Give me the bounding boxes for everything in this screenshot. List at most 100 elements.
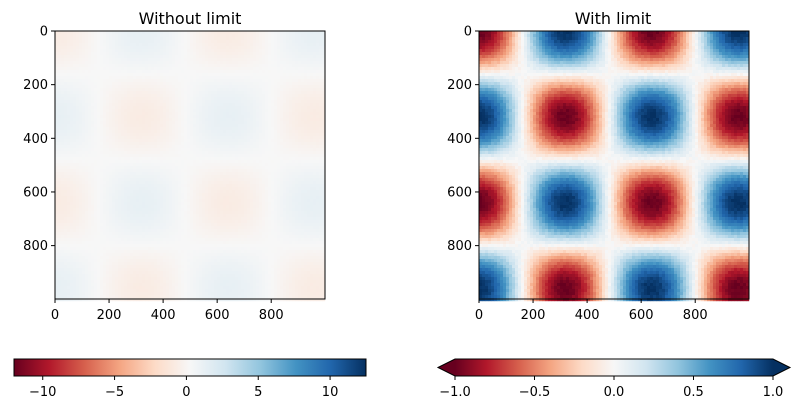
heatmap-cell xyxy=(73,91,77,95)
heatmap-cell xyxy=(79,43,83,47)
heatmap-cell xyxy=(310,160,314,164)
heatmap-cell xyxy=(235,166,239,170)
heatmap-cell xyxy=(109,151,113,155)
heatmap-cell xyxy=(118,172,122,176)
heatmap-cell xyxy=(127,40,131,44)
heatmap-cell xyxy=(298,184,302,188)
heatmap-cell xyxy=(169,55,173,59)
heatmap-cell xyxy=(148,130,152,134)
heatmap-cell xyxy=(127,67,131,71)
heatmap-cell xyxy=(58,184,62,188)
heatmap-cell xyxy=(133,121,137,125)
heatmap-cell xyxy=(184,124,188,128)
heatmap-cell xyxy=(316,91,320,95)
heatmap-cell xyxy=(160,121,164,125)
heatmap-cell xyxy=(274,184,278,188)
heatmap-cell xyxy=(145,46,149,50)
heatmap-cell xyxy=(76,61,80,65)
heatmap-cell xyxy=(139,145,143,149)
heatmap-cell xyxy=(190,178,194,182)
heatmap-cell xyxy=(88,46,92,50)
heatmap-cell xyxy=(106,157,110,161)
heatmap-cell xyxy=(178,184,182,188)
heatmap-cell xyxy=(292,79,296,83)
heatmap-cell xyxy=(250,139,254,143)
heatmap-cell xyxy=(91,127,95,131)
heatmap-cell xyxy=(142,67,146,71)
heatmap-cell xyxy=(292,169,296,173)
heatmap-cell xyxy=(244,49,248,53)
heatmap-cell xyxy=(166,70,170,74)
heatmap-cell xyxy=(280,175,284,179)
heatmap-cell xyxy=(316,97,320,101)
heatmap-cell xyxy=(64,196,68,200)
heatmap-cell xyxy=(238,142,242,146)
heatmap-cell xyxy=(313,49,317,53)
heatmap-cell xyxy=(136,70,140,74)
heatmap-cell xyxy=(148,40,152,44)
heatmap-cell xyxy=(295,139,299,143)
heatmap-cell xyxy=(127,61,131,65)
heatmap-cell xyxy=(229,85,233,89)
heatmap-cell xyxy=(112,181,116,185)
heatmap-cell xyxy=(178,109,182,113)
heatmap-cell xyxy=(262,181,266,185)
heatmap-cell xyxy=(58,139,62,143)
heatmap-cell xyxy=(238,118,242,122)
heatmap-cell xyxy=(319,82,323,86)
heatmap-cell xyxy=(217,67,221,71)
heatmap-cell xyxy=(250,64,254,68)
heatmap-cell xyxy=(112,184,116,188)
heatmap-cell xyxy=(271,109,275,113)
heatmap-cell xyxy=(145,145,149,149)
heatmap-cell xyxy=(298,49,302,53)
heatmap-cell xyxy=(265,157,269,161)
heatmap-cell xyxy=(133,133,137,137)
heatmap-cell xyxy=(298,91,302,95)
heatmap-cell xyxy=(208,127,212,131)
heatmap-cell xyxy=(283,64,287,68)
heatmap-cell xyxy=(70,115,74,119)
heatmap-cell xyxy=(94,127,98,131)
heatmap-cell xyxy=(241,145,245,149)
heatmap-cell xyxy=(55,61,59,65)
heatmap-cell xyxy=(313,139,317,143)
heatmap-cell xyxy=(265,55,269,59)
heatmap-cell xyxy=(91,112,95,116)
heatmap-cell xyxy=(307,142,311,146)
heatmap-cell xyxy=(109,43,113,47)
heatmap-cell xyxy=(265,187,269,191)
heatmap-cell xyxy=(193,118,197,122)
heatmap-cell xyxy=(124,127,128,131)
heatmap-cell xyxy=(280,34,284,38)
heatmap-cell xyxy=(58,85,62,89)
heatmap-cell xyxy=(280,97,284,101)
heatmap-cell xyxy=(322,193,326,197)
heatmap-cell xyxy=(256,82,260,86)
heatmap-cell xyxy=(79,97,83,101)
heatmap-cell xyxy=(94,124,98,128)
heatmap-cell xyxy=(205,157,209,161)
heatmap-cell xyxy=(274,112,278,116)
heatmap-cell xyxy=(157,76,161,80)
heatmap-cell xyxy=(208,121,212,125)
heatmap-cell xyxy=(202,67,206,71)
heatmap-cell xyxy=(271,58,275,62)
heatmap-cell xyxy=(190,145,194,149)
heatmap-cell xyxy=(184,184,188,188)
heatmap-cell xyxy=(217,112,221,116)
heatmap-cell xyxy=(184,40,188,44)
heatmap-cell xyxy=(187,163,191,167)
heatmap-cell xyxy=(253,43,257,47)
heatmap-cell xyxy=(244,64,248,68)
heatmap-cell xyxy=(322,76,326,80)
heatmap-cell xyxy=(157,124,161,128)
heatmap-cell xyxy=(118,175,122,179)
heatmap-cell xyxy=(202,37,206,41)
heatmap-cell xyxy=(106,64,110,68)
heatmap-cell xyxy=(214,112,218,116)
heatmap-cell xyxy=(253,64,257,68)
heatmap-cell xyxy=(103,172,107,176)
heatmap-cell xyxy=(271,133,275,137)
heatmap-cell xyxy=(262,127,266,131)
